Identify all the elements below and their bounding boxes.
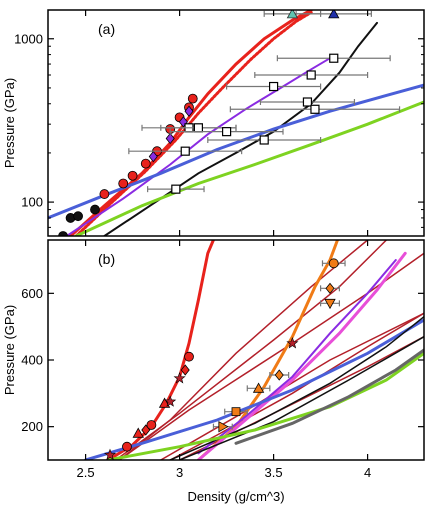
data-point-circle [127,170,138,181]
panel-a: 100 1000 (a) Pressure (GPa) [2,9,425,237]
curve-darkred-2 [114,240,388,460]
data-point-star [164,395,177,407]
data-point-square [193,123,203,133]
curve-darkred-3 [118,252,424,460]
data-point-star [173,371,186,384]
curve-blue-4 [48,83,424,220]
data-point-diamond [148,150,158,163]
y-tick-label: 200 [21,419,43,434]
data-point-circle [73,211,83,222]
data-point-triangle [328,10,340,19]
y-axis-label: Pressure (GPa) [2,78,17,168]
curve-green-5 [74,100,424,236]
data-point-triangle [252,382,265,393]
data-point-circle [328,258,339,269]
panel-label: (a) [98,21,115,37]
data-point-diamond [325,282,335,294]
data-point-diamond [165,132,175,145]
data-point-diamond [184,105,194,117]
data-point-triangle-down [324,298,336,310]
data-point-circle [140,158,151,169]
data-point-square [310,104,320,114]
panel-label: (b) [98,251,115,267]
plot-area [48,10,424,236]
data-point-square [231,407,241,417]
data-point-star [286,336,299,349]
data-point-circle [146,420,157,430]
curve-green-13 [106,351,424,460]
data-point-square [269,81,279,92]
data-point-square [302,97,313,107]
data-point-circle [58,231,68,236]
y-axis-label: Pressure (GPa) [2,305,17,395]
data-point-triangle [286,10,299,19]
data-point-circle [122,441,132,452]
curve-black-12 [178,335,424,460]
curve-red-1 [74,10,313,236]
y-tick-label: 100 [21,195,43,210]
data-point-diamond [274,369,284,381]
data-point-circle [184,351,194,362]
x-tick-label: 3 [176,465,183,480]
x-tick-label: 4 [364,465,371,480]
data-point-square [222,127,232,137]
data-point-triangle [132,427,144,438]
curve-darkred-1 [118,240,369,460]
x-tick-label: 2.5 [77,465,95,480]
panel-b: 2.5 3 3.5 4 200 400 600 (b) Pressure (GPa) Densit… [2,239,425,504]
plot-area [84,240,424,460]
data-point-square [259,135,269,145]
data-point-diamond [141,424,151,436]
data-point-circle [90,204,100,215]
data-point-circle [118,178,129,189]
curve-purple-3 [65,57,331,236]
curve-gray-14 [234,348,424,445]
data-point-diamond [180,364,190,376]
data-point-circle [187,93,198,104]
curve-purple-9 [197,259,397,455]
data-point-square [329,53,339,63]
y-tick-label: 400 [21,353,43,368]
data-point-circle [99,189,110,199]
data-point-square [180,146,190,156]
data-point-square [171,184,181,194]
plot-frame [47,239,425,461]
curve-blue-10 [84,318,424,460]
y-tick-label: 1000 [14,31,43,46]
data-point-square [306,70,316,80]
x-tick-label: 3.5 [265,465,283,480]
plot-frame [47,9,425,237]
data-point-triangle-right [218,420,229,433]
data-point-star [103,448,117,460]
y-tick-label: 600 [21,286,43,301]
curve-magenta-8 [196,251,407,460]
x-axis-label: Density (g/cm^3) [187,489,284,504]
